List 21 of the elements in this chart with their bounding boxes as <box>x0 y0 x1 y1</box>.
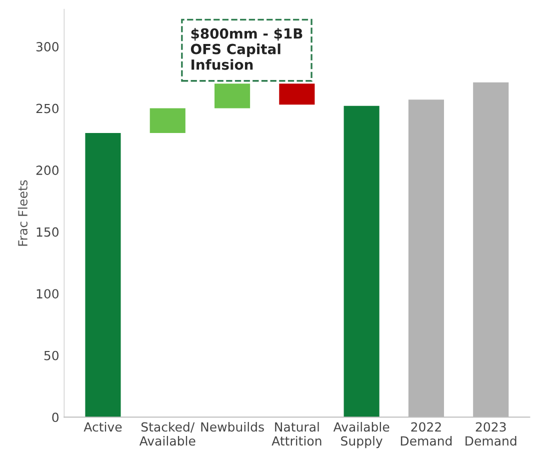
x-tick-label: Stacked/ Available <box>139 422 196 446</box>
y-tick-label: 300 <box>36 42 59 52</box>
x-tick-label: Natural Attrition <box>272 422 322 446</box>
bar <box>85 133 121 418</box>
y-tick-label: 50 <box>44 350 59 360</box>
x-tick-label: Newbuilds <box>201 422 264 432</box>
y-axis-title: Frac Fleets <box>18 180 28 246</box>
bar <box>344 106 380 418</box>
y-tick-label: 100 <box>36 289 59 299</box>
bar <box>214 84 250 108</box>
annotation: $800mm - $1B OFS Capital Infusion <box>190 28 302 70</box>
y-tick-label: 150 <box>36 227 59 237</box>
y-tick-label: 0 <box>52 412 59 422</box>
bar <box>150 108 186 134</box>
x-tick-label: Available Supply <box>333 422 390 448</box>
y-tick-label: 250 <box>36 104 59 114</box>
bar <box>279 84 315 105</box>
y-tick-label: 200 <box>36 166 59 175</box>
x-tick-label: 2023 Demand <box>466 422 516 446</box>
x-tick-label: 2022 Demand <box>400 422 452 446</box>
x-tick-label: Active <box>84 422 122 432</box>
